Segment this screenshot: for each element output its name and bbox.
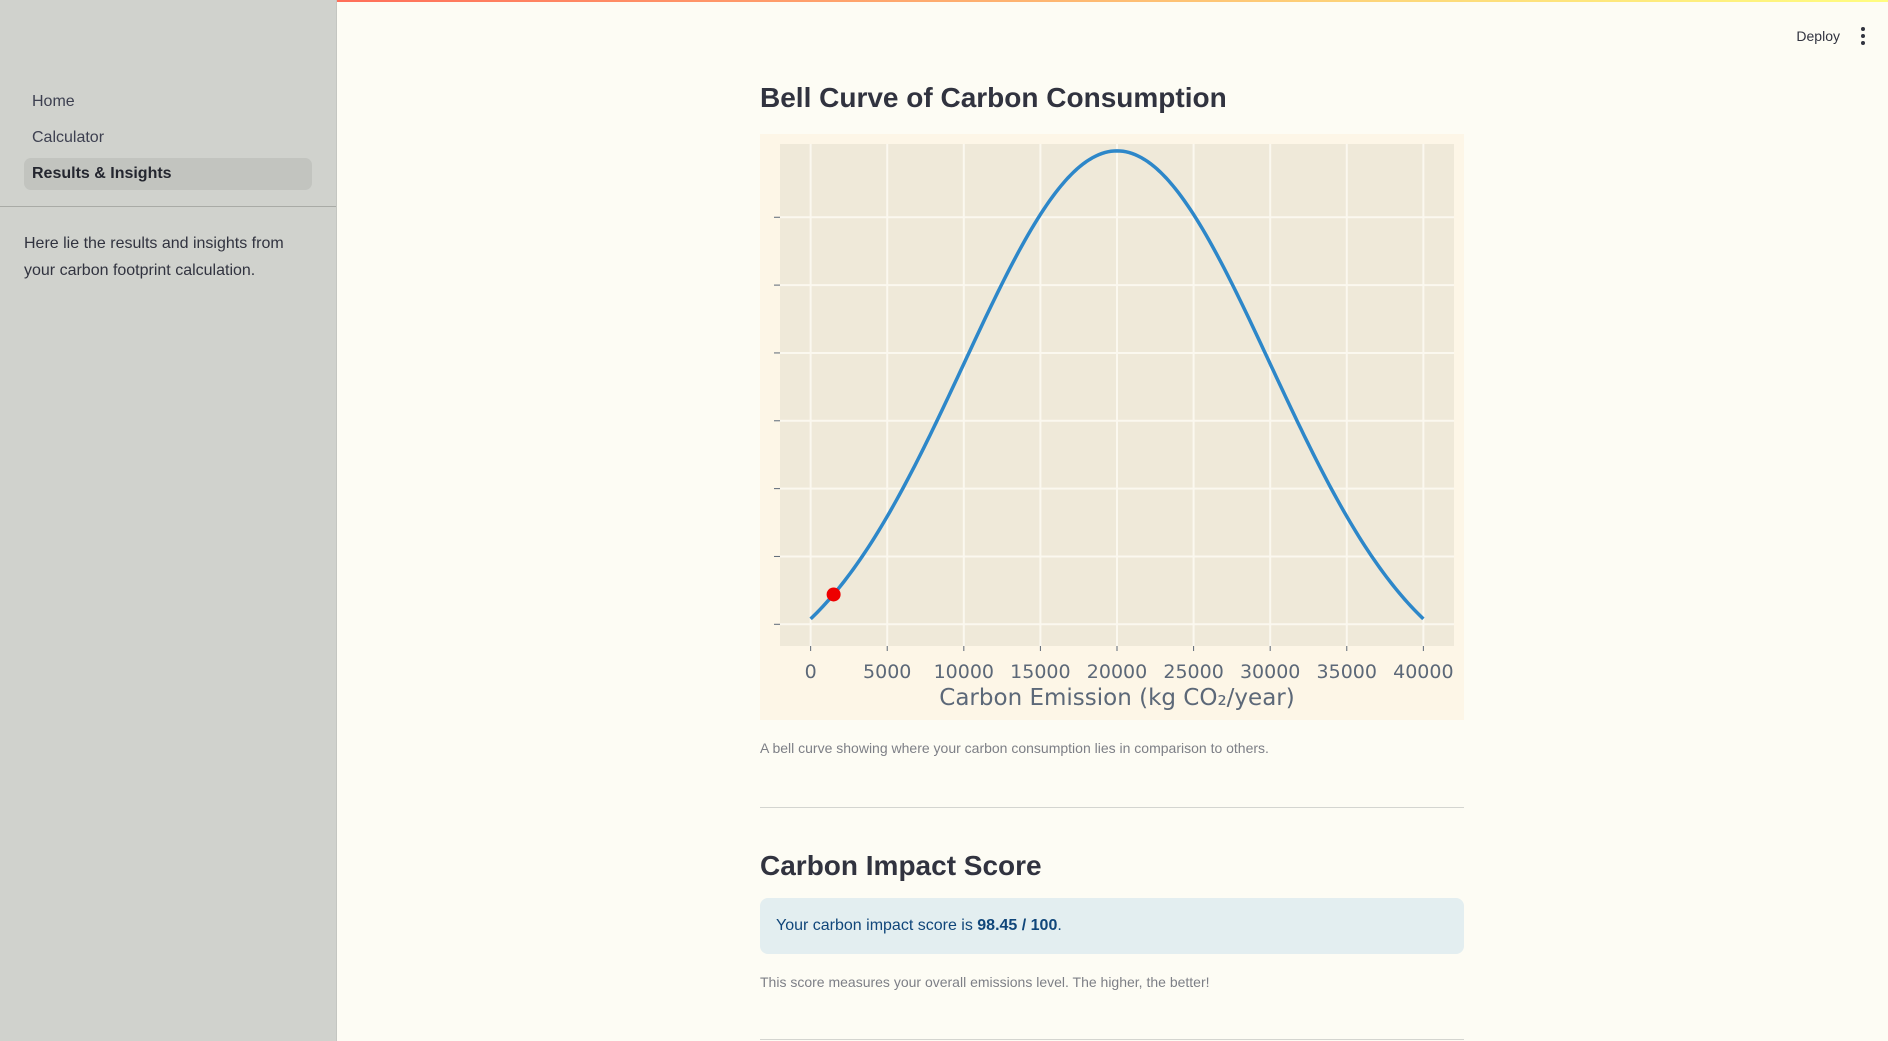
score-suffix: . [1057, 917, 1062, 934]
score-value: 98.45 / 100 [977, 917, 1058, 934]
sidebar-item-results-insights[interactable]: Results & Insights [24, 158, 312, 190]
section-divider [760, 1039, 1464, 1040]
deploy-button[interactable]: Deploy [1796, 28, 1840, 44]
kebab-menu-icon[interactable] [1860, 27, 1866, 45]
x-axis-ticks [810, 646, 1424, 651]
x-tick-label: 5000 [863, 661, 911, 683]
sidebar-item-home[interactable]: Home [32, 93, 75, 110]
x-tick-label: 15000 [1010, 661, 1070, 683]
sidebar: Home Calculator Results & Insights Here … [0, 0, 337, 1041]
x-tick-label: 35000 [1317, 661, 1377, 683]
x-tick-label: 30000 [1240, 661, 1300, 683]
bell-curve-chart: 0 5000 10000 15000 20000 25000 30000 35000 40000… [774, 144, 1454, 711]
sidebar-divider [0, 206, 336, 207]
x-tick-labels: 0 5000 10000 15000 20000 25000 30000 35000 40000 [805, 661, 1454, 683]
chart-container: 0 5000 10000 15000 20000 25000 30000 35000 40000… [760, 134, 1464, 720]
x-tick-label: 10000 [934, 661, 994, 683]
chart-title: Bell Curve of Carbon Consumption [760, 82, 1227, 113]
sidebar-nav: Home Calculator Results & Insights [24, 86, 312, 194]
x-tick-label: 25000 [1163, 661, 1223, 683]
top-accent-bar [0, 0, 1888, 2]
x-axis-label: Carbon Emission (kg CO₂/year) [939, 685, 1294, 711]
bell-curve-line [809, 149, 1425, 621]
score-prefix: Your carbon impact score is [776, 917, 978, 934]
score-title: Carbon Impact Score [760, 850, 1042, 881]
user-emission-marker[interactable] [826, 587, 841, 602]
x-tick-label: 20000 [1087, 661, 1147, 683]
chart-caption: A bell curve showing where your carbon c… [760, 740, 1269, 756]
grid-x [809, 144, 1425, 646]
section-divider [760, 807, 1464, 808]
x-tick-label: 40000 [1393, 661, 1453, 683]
y-axis-ticks [774, 216, 780, 625]
sidebar-description: Here lie the results and insights from y… [24, 235, 284, 279]
x-tick-label: 0 [805, 661, 817, 683]
score-caption: This score measures your overall emissio… [760, 974, 1210, 990]
header-actions: Deploy [1796, 22, 1866, 50]
sidebar-item-calculator[interactable]: Calculator [32, 129, 105, 146]
grid-y [780, 216, 1454, 626]
score-alert: Your carbon impact score is 98.45 / 100. [760, 898, 1464, 954]
